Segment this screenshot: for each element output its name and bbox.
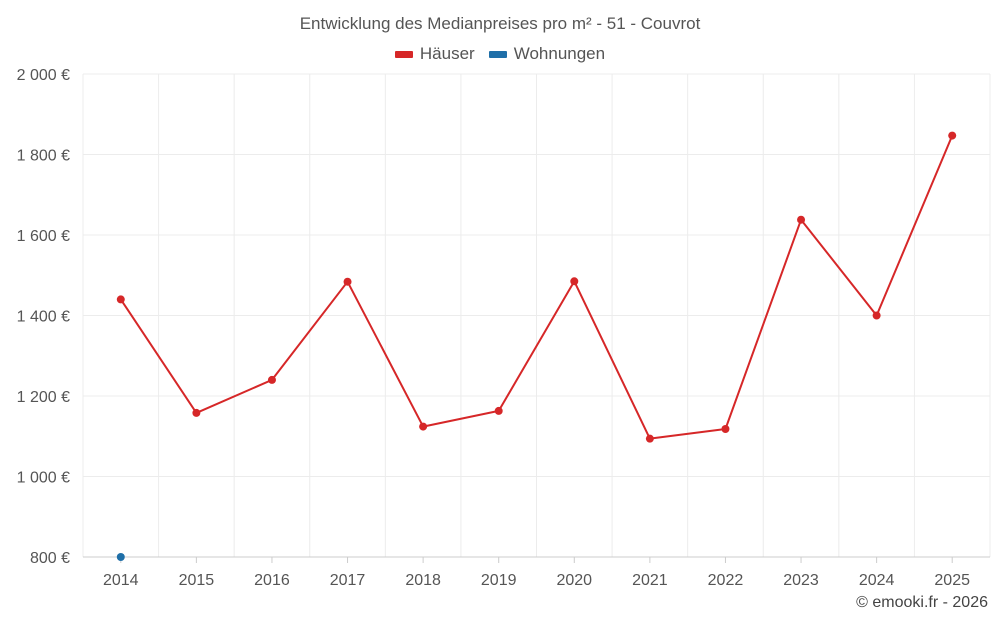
- legend-swatch-apartments: [488, 50, 507, 58]
- x-tick-label: 2021: [632, 572, 668, 589]
- legend-item-apartments[interactable]: Wohnungen: [488, 44, 606, 64]
- x-tick-label: 2014: [103, 572, 139, 589]
- data-point-houses: [192, 408, 201, 417]
- y-tick-label: 1 600 €: [17, 228, 70, 245]
- y-axis: 800 € 1 000 € 1 200 € 1 400 € 1 600 € 1 800 €…: [17, 67, 70, 567]
- legend-label-houses: Häuser: [419, 44, 475, 63]
- y-tick-label: 1 400 €: [17, 309, 70, 326]
- data-point-houses: [797, 215, 806, 224]
- data-point-houses: [116, 295, 125, 304]
- x-tick-label: 2022: [708, 572, 744, 589]
- x-axis: 2014 2015 2016 2017 2018 2019 2020 2021 2022 2023…: [83, 556, 990, 589]
- x-tick-label: 2015: [179, 572, 215, 589]
- x-tick-label: 2016: [254, 572, 290, 589]
- data-point-houses: [343, 277, 352, 286]
- x-tick-label: 2024: [859, 572, 895, 589]
- data-point-houses: [267, 375, 276, 384]
- series-layer: [116, 131, 957, 561]
- data-point-houses: [948, 131, 957, 140]
- x-tick-label: 2019: [481, 572, 517, 589]
- data-point-houses: [872, 311, 881, 320]
- grid-lines: [82, 73, 991, 558]
- data-point-apartments: [116, 553, 125, 561]
- y-tick-label: 2 000 €: [17, 67, 70, 84]
- x-tick-label: 2018: [405, 572, 441, 589]
- data-point-houses: [419, 422, 428, 431]
- y-tick-label: 1 000 €: [17, 470, 70, 487]
- chart-title: Entwicklung des Medianpreises pro m² - 5…: [299, 14, 701, 33]
- legend-swatch-houses: [394, 50, 413, 58]
- x-tick-label: 2017: [330, 572, 366, 589]
- x-tick-label: 2025: [934, 572, 970, 589]
- y-tick-label: 1 800 €: [17, 148, 70, 165]
- y-tick-label: 1 200 €: [17, 389, 70, 406]
- data-point-houses: [570, 277, 579, 286]
- x-tick-label: 2023: [783, 572, 819, 589]
- legend-label-apartments: Wohnungen: [513, 44, 606, 63]
- y-tick-label: 800 €: [30, 550, 70, 567]
- legend-item-houses[interactable]: Häuser: [394, 44, 475, 64]
- data-point-houses: [645, 434, 654, 443]
- chart-legend: Häuser Wohnungen: [0, 44, 1000, 64]
- data-point-houses: [494, 406, 503, 415]
- series-line-houses: [119, 135, 954, 440]
- data-point-houses: [721, 425, 730, 434]
- credit-text: © emooki.fr - 2026: [856, 594, 988, 611]
- x-tick-label: 2020: [556, 572, 592, 589]
